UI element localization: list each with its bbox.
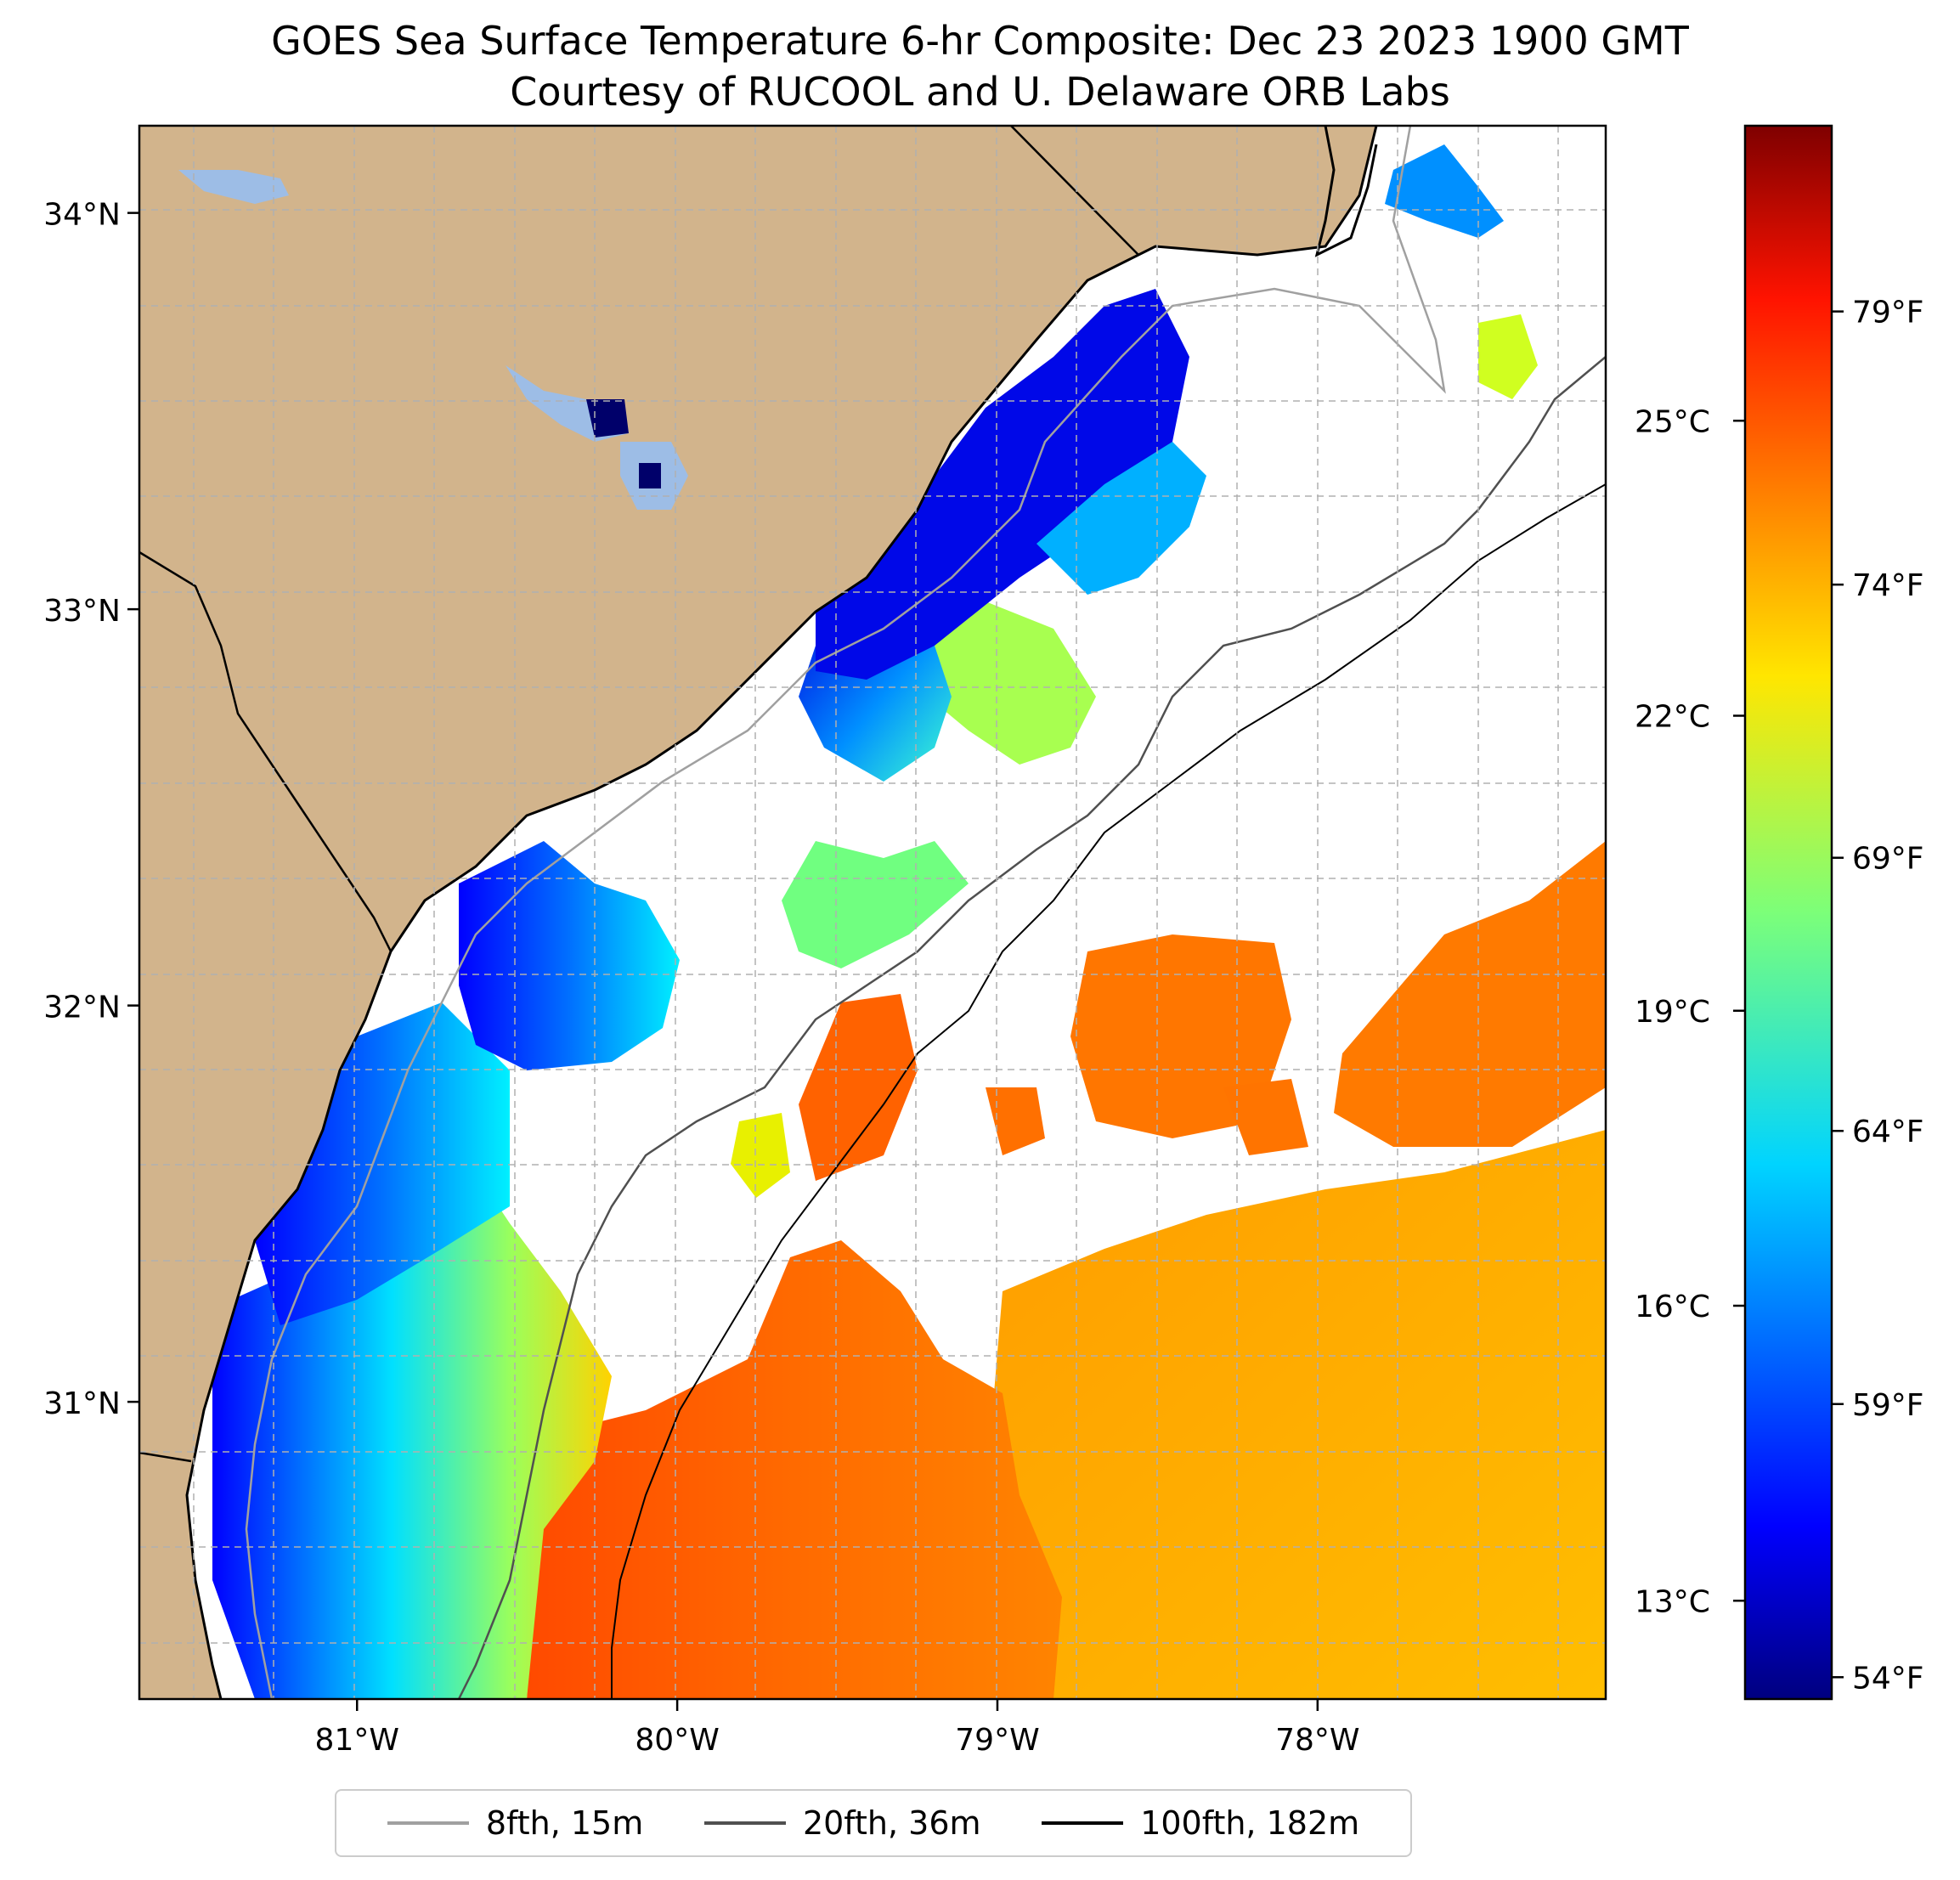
sst-region-sargasso-east <box>986 1130 1606 1699</box>
state-border <box>139 550 393 952</box>
legend-swatch-100fth <box>1042 1821 1124 1825</box>
fahrenheit-tick-label: 79°F <box>1852 296 1924 330</box>
chart-subtitle: Courtesy of RUCOOL and U. Delaware ORB L… <box>510 69 1450 115</box>
isobath-100fth <box>611 483 1606 1699</box>
map-frame <box>138 124 1607 1701</box>
fahrenheit-tick-label: 54°F <box>1852 1661 1924 1696</box>
lake-patch-dark <box>586 399 629 438</box>
lon-tick-label: 80°W <box>635 1723 719 1758</box>
legend-swatch-8fth <box>387 1821 469 1825</box>
fahrenheit-tick-label: 59°F <box>1852 1388 1924 1423</box>
isobath-8fth <box>245 126 1446 1699</box>
sst-region-charleston-shelf <box>782 841 969 968</box>
sst-region-gulf-stream-patch <box>799 994 918 1181</box>
lon-tick-label: 78°W <box>1275 1723 1359 1758</box>
lon-tick-label: 81°W <box>315 1723 399 1758</box>
coastline <box>185 126 1378 1699</box>
legend-swatch-20fth <box>703 1821 786 1825</box>
sst-region-charleston-nearshore <box>459 841 680 1070</box>
sst-region-outer-banks-north <box>1385 144 1504 238</box>
lat-tick-label: 33°N <box>43 594 121 629</box>
land-mass <box>139 126 1376 1699</box>
lake-patch-dark-2 <box>639 463 661 488</box>
sst-field <box>212 144 1606 1699</box>
map-content <box>139 126 1606 1699</box>
sst-region-patch-warm-2 <box>1223 1079 1308 1155</box>
celsius-tick-label: 22°C <box>1635 700 1710 735</box>
isobath-20fth <box>457 356 1606 1699</box>
sst-region-gulf-stream-core <box>527 1240 1062 1699</box>
sst-region-long-bay-outer <box>901 595 1096 765</box>
fahrenheit-tick-label: 69°F <box>1852 842 1924 877</box>
lon-tick-label: 79°W <box>955 1723 1039 1758</box>
lat-tick-label: 32°N <box>43 991 121 1025</box>
colorbar-celsius-axis: 13°C 16°C 19°C 22°C 25°C <box>1635 404 1745 1619</box>
celsius-tick-label: 13°C <box>1635 1584 1710 1619</box>
celsius-tick-label: 19°C <box>1635 995 1710 1030</box>
legend-label-100fth: 100fth, 182m <box>1140 1804 1360 1842</box>
celsius-tick-label: 16°C <box>1635 1290 1710 1324</box>
lake-north <box>178 170 289 204</box>
outer-banks-barrier <box>1314 126 1378 257</box>
colorbar <box>1743 124 1833 1701</box>
legend-label-8fth: 8fth, 15m <box>485 1804 644 1842</box>
celsius-tick-label: 25°C <box>1635 404 1710 439</box>
isobath-legend: 8fth, 15m 20fth, 36m 100fth, 182m <box>335 1789 1412 1857</box>
longitude-axis: 81°W 80°W 79°W 78°W <box>315 1699 1360 1758</box>
state-border-fl <box>139 1451 192 1463</box>
fahrenheit-tick-label: 74°F <box>1852 568 1924 603</box>
chart-title: GOES Sea Surface Temperature 6-hr Compos… <box>271 18 1689 64</box>
legend-item-20fth: 20fth, 36m <box>703 1804 981 1842</box>
sst-region-gulf-stream-east <box>1334 841 1606 1147</box>
colorbar-fahrenheit-axis: 54°F 59°F 64°F 69°F 74°F 79°F <box>1832 296 1924 1696</box>
gridlines <box>139 126 1606 1699</box>
latitude-axis: 31°N 32°N 33°N 34°N <box>43 198 139 1421</box>
state-border-nc <box>1010 126 1139 256</box>
sst-region-patch-warm <box>986 1087 1045 1155</box>
legend-item-100fth: 100fth, 182m <box>1042 1804 1359 1842</box>
fahrenheit-tick-label: 64°F <box>1852 1115 1924 1149</box>
sst-region-long-bay-band <box>1036 442 1206 595</box>
legend-item-8fth: 8fth, 15m <box>387 1804 643 1842</box>
sst-region-yellow-patch <box>731 1113 790 1198</box>
sst-region-cape-fear-offshore <box>1478 314 1538 399</box>
lat-tick-label: 31°N <box>43 1386 121 1421</box>
lat-tick-label: 34°N <box>43 198 121 233</box>
legend-label-20fth: 20fth, 36m <box>802 1804 981 1842</box>
